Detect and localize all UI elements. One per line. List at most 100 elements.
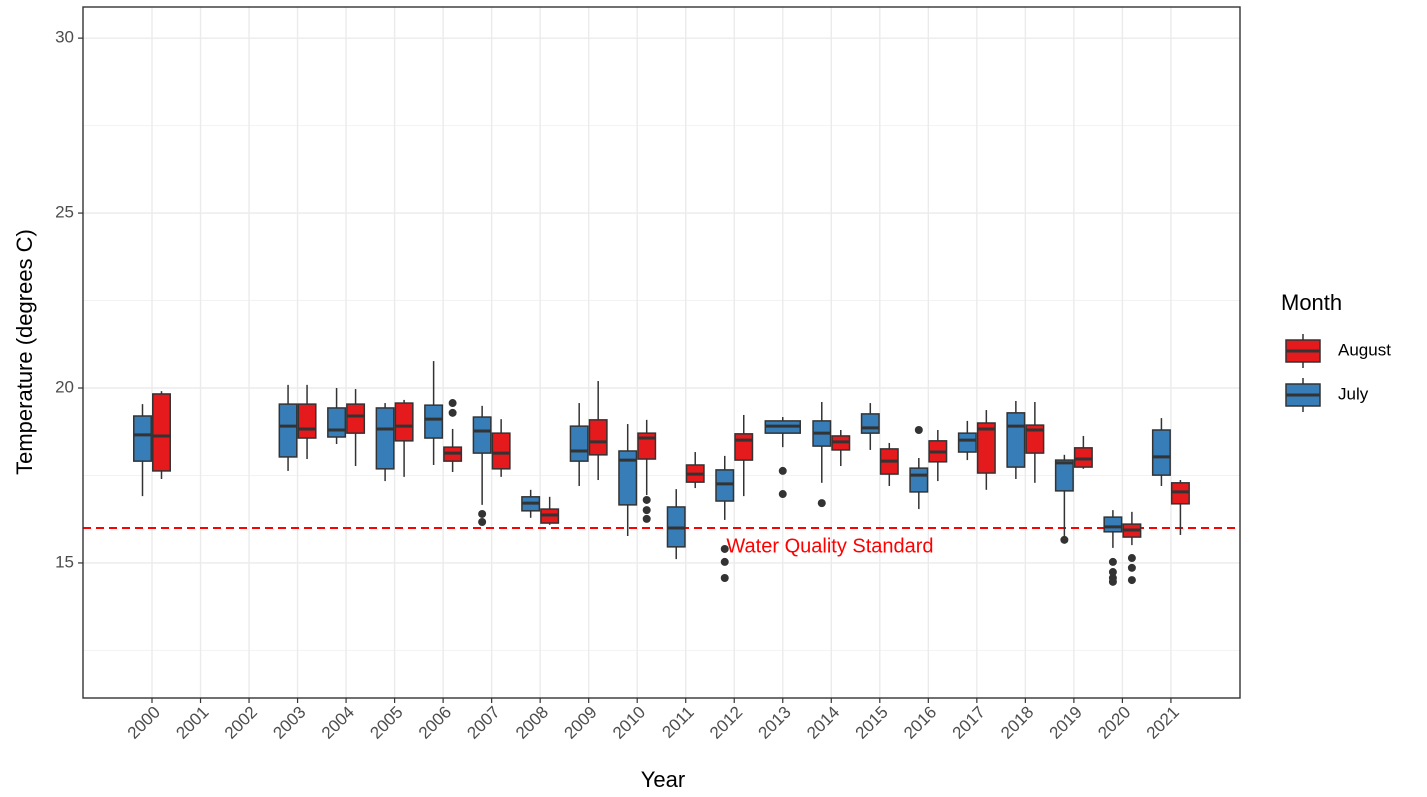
box	[1151, 429, 1171, 476]
box-group	[424, 361, 444, 465]
x-tick-label: 2021	[1143, 703, 1183, 743]
box-group	[618, 424, 638, 537]
box-group	[976, 410, 996, 490]
box-group	[297, 384, 317, 460]
box-group	[491, 419, 511, 477]
outlier	[1108, 568, 1117, 577]
box-group	[569, 403, 589, 486]
x-tick-label: 2003	[269, 703, 309, 743]
box-group	[1151, 418, 1171, 486]
outlier	[1060, 535, 1069, 544]
outlier	[720, 544, 729, 553]
box-group	[1054, 454, 1074, 544]
outlier	[1108, 577, 1117, 586]
x-tick-label: 2013	[755, 703, 795, 743]
outlier	[1108, 557, 1117, 566]
box-group	[588, 381, 608, 481]
box	[860, 413, 880, 434]
x-tick-label: 2015	[852, 703, 892, 743]
x-tick-label: 2016	[900, 703, 940, 743]
box	[1103, 516, 1123, 533]
x-tick-label: 2000	[124, 703, 164, 743]
x-tick-label: 2005	[366, 703, 406, 743]
x-tick-label: 2017	[949, 703, 989, 743]
box-group	[1170, 480, 1190, 535]
y-tick-label: 25	[55, 203, 74, 222]
outlier	[778, 490, 787, 499]
x-tick-label: 2009	[560, 703, 600, 743]
legend-title: Month	[1281, 290, 1342, 315]
legend-item: July	[1285, 378, 1369, 412]
box-group	[1122, 511, 1142, 585]
x-tick-label: 2010	[609, 703, 649, 743]
box	[1025, 424, 1045, 454]
box-group	[734, 414, 754, 497]
x-tick-label: 2014	[803, 703, 843, 743]
box-group	[1006, 400, 1026, 479]
box	[976, 422, 996, 474]
reference-label: Water Quality Standard	[726, 535, 933, 557]
x-tick-label: 2012	[706, 703, 746, 743]
legend-label: August	[1338, 340, 1391, 359]
outlier	[914, 425, 923, 434]
box	[394, 402, 414, 442]
box	[152, 393, 171, 472]
x-tick-label: 2002	[221, 703, 261, 743]
box-group	[394, 399, 414, 477]
box	[1054, 459, 1074, 492]
outlier	[1127, 576, 1136, 585]
box-group	[278, 384, 298, 471]
x-tick-label: 2001	[172, 703, 212, 743]
box	[1006, 412, 1026, 468]
x-tick-label: 2007	[463, 703, 503, 743]
box-group	[152, 391, 171, 479]
box-group	[715, 455, 735, 582]
legend-item: August	[1285, 334, 1391, 368]
x-tick-label: 2019	[1046, 703, 1086, 743]
box	[734, 433, 754, 461]
outlier	[478, 509, 487, 518]
box	[909, 467, 929, 493]
x-tick-label: 2020	[1094, 703, 1134, 743]
box	[327, 407, 347, 438]
box-group	[1025, 402, 1045, 483]
x-tick-label: 2011	[658, 703, 697, 742]
y-axis-title: Temperature (degrees C)	[12, 229, 37, 475]
y-tick-label: 30	[55, 28, 74, 47]
box-group	[1073, 435, 1093, 469]
outlier	[642, 506, 651, 515]
box-group	[472, 405, 492, 527]
x-axis-title: Year	[641, 767, 685, 792]
box-group	[346, 389, 366, 467]
box	[491, 432, 511, 470]
box	[957, 432, 977, 453]
box-group	[327, 388, 347, 444]
box	[588, 419, 608, 456]
box-group	[831, 429, 851, 467]
box	[375, 407, 395, 470]
box-group	[764, 417, 801, 499]
x-tick-label: 2006	[415, 703, 455, 743]
box-group	[957, 420, 977, 461]
outlier	[720, 557, 729, 566]
panel-border	[82, 6, 1241, 699]
x-tick-label: 2008	[512, 703, 552, 743]
box	[569, 425, 589, 462]
outlier	[1127, 554, 1136, 563]
box-group	[685, 452, 705, 489]
box-group	[133, 404, 152, 497]
box	[133, 415, 152, 462]
legend-label: July	[1338, 384, 1369, 403]
box	[278, 403, 298, 458]
box-group	[928, 429, 948, 482]
box	[1073, 447, 1093, 468]
outlier	[448, 399, 457, 408]
box	[715, 469, 735, 502]
outlier	[778, 466, 787, 475]
box	[424, 404, 444, 439]
outlier	[448, 408, 457, 417]
box-group	[375, 403, 395, 482]
box	[618, 450, 638, 506]
